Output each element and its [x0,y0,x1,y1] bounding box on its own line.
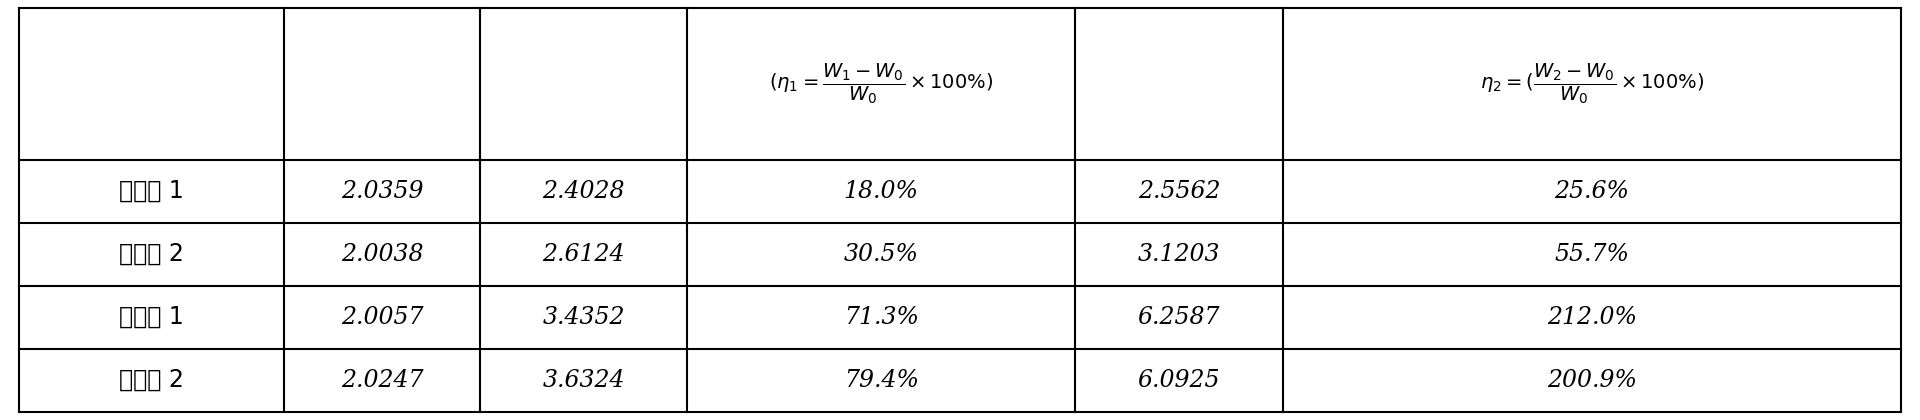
Text: 25.6%: 25.6% [1553,180,1630,202]
Text: 比较例 1: 比较例 1 [119,179,184,203]
Text: 30.5%: 30.5% [843,243,920,265]
Text: 3.1203: 3.1203 [1139,243,1219,265]
Text: 2.5562: 2.5562 [1139,180,1219,202]
Text: 3.6324: 3.6324 [543,369,624,391]
Text: 实施例 2: 实施例 2 [119,368,184,392]
Text: 6.2587: 6.2587 [1139,306,1219,328]
Text: 2.6124: 2.6124 [543,243,624,265]
Text: 实施例 1: 实施例 1 [119,305,184,329]
Text: 2.0359: 2.0359 [342,180,422,202]
Text: 2.0057: 2.0057 [342,306,422,328]
Text: 2.4028: 2.4028 [543,180,624,202]
Text: 71.3%: 71.3% [843,306,920,328]
Text: 6.0925: 6.0925 [1139,369,1219,391]
Text: 2.0247: 2.0247 [342,369,422,391]
Text: 3.4352: 3.4352 [543,306,624,328]
Text: 2.0038: 2.0038 [342,243,422,265]
Text: 55.7%: 55.7% [1553,243,1630,265]
Text: $( \eta_1 = \dfrac{W_1 - W_0}{W_0} \times 100\%)$: $( \eta_1 = \dfrac{W_1 - W_0}{W_0} \time… [770,62,993,106]
Text: $\eta_2 = (\dfrac{W_2 - W_0}{W_0} \times 100\%)$: $\eta_2 = (\dfrac{W_2 - W_0}{W_0} \times… [1480,62,1703,106]
Text: 18.0%: 18.0% [843,180,920,202]
Text: 212.0%: 212.0% [1548,306,1636,328]
Text: 200.9%: 200.9% [1548,369,1636,391]
Text: 79.4%: 79.4% [843,369,920,391]
Text: 比较例 2: 比较例 2 [119,242,184,266]
